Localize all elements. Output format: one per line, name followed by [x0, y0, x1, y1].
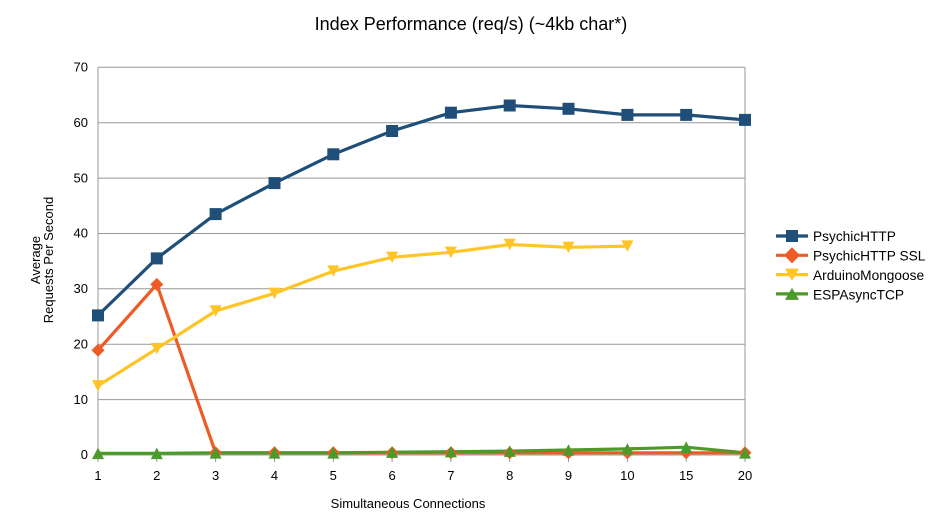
svg-text:Simultaneous Connections: Simultaneous Connections	[331, 496, 486, 511]
svg-text:3: 3	[212, 468, 219, 483]
svg-text:2: 2	[153, 468, 160, 483]
svg-text:10: 10	[74, 392, 88, 407]
svg-text:9: 9	[565, 468, 572, 483]
svg-text:50: 50	[74, 170, 88, 185]
svg-text:Index Performance (req/s) (~4k: Index Performance (req/s) (~4kb char*)	[315, 14, 628, 34]
svg-text:20: 20	[74, 336, 88, 351]
svg-text:ESPAsyncTCP: ESPAsyncTCP	[813, 287, 904, 302]
svg-text:7: 7	[447, 468, 454, 483]
svg-text:6: 6	[388, 468, 395, 483]
svg-text:15: 15	[679, 468, 693, 483]
svg-text:0: 0	[81, 447, 88, 462]
svg-text:4: 4	[271, 468, 278, 483]
svg-text:1: 1	[94, 468, 101, 483]
svg-text:70: 70	[74, 60, 88, 75]
svg-text:ArduinoMongoose: ArduinoMongoose	[813, 268, 924, 283]
svg-text:PsychicHTTP: PsychicHTTP	[813, 229, 896, 244]
svg-text:60: 60	[74, 115, 88, 130]
svg-text:5: 5	[330, 468, 337, 483]
svg-text:40: 40	[74, 226, 88, 241]
svg-text:10: 10	[620, 468, 634, 483]
svg-text:PsychicHTTP SSL: PsychicHTTP SSL	[813, 249, 926, 264]
svg-text:Requests Per Second: Requests Per Second	[41, 197, 56, 323]
svg-text:20: 20	[738, 468, 752, 483]
svg-text:30: 30	[74, 281, 88, 296]
svg-text:8: 8	[506, 468, 513, 483]
